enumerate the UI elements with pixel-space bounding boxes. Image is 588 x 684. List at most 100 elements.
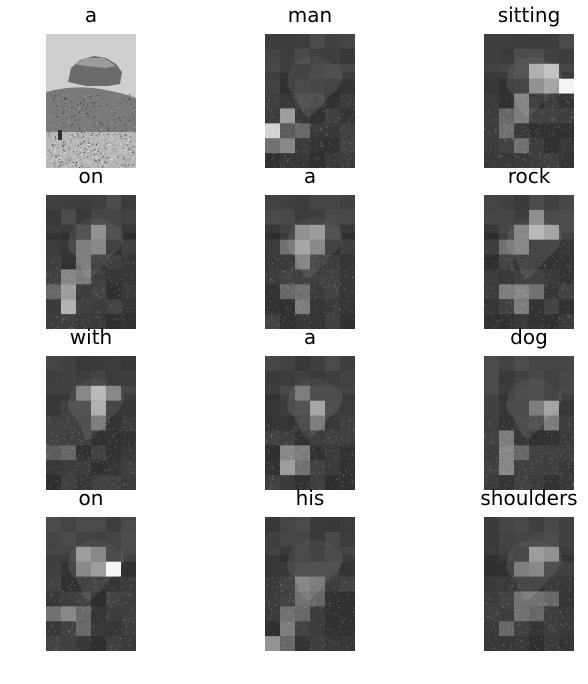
attention-cell	[484, 430, 499, 446]
attention-cell	[544, 576, 559, 592]
attention-map	[484, 195, 574, 329]
attention-cell	[499, 370, 514, 386]
panel-9: dog	[484, 325, 574, 490]
attention-cell	[280, 636, 295, 651]
attention-cell	[295, 153, 310, 168]
attention-cell	[484, 546, 499, 562]
attention-cell	[325, 591, 340, 607]
attention-cell	[529, 78, 544, 94]
attention-cell	[559, 430, 574, 446]
attention-cell	[325, 636, 340, 651]
attention-cell	[325, 621, 340, 637]
attention-cell	[529, 48, 544, 64]
attention-cell	[91, 299, 106, 315]
attention-cell	[295, 400, 310, 416]
attention-cell	[46, 314, 61, 329]
attention-cell	[529, 385, 544, 401]
attention-map	[265, 195, 355, 329]
attention-cell	[544, 63, 559, 79]
attention-cell	[265, 314, 280, 329]
attention-cell	[310, 621, 325, 637]
attention-cell	[514, 78, 529, 94]
attention-cell	[76, 445, 91, 461]
attention-cell	[61, 531, 76, 547]
attention-cell	[499, 400, 514, 416]
attention-cell	[121, 254, 136, 270]
attention-cell	[499, 445, 514, 461]
attention-cell	[340, 314, 355, 329]
attention-cell	[310, 224, 325, 240]
attention-cell	[121, 400, 136, 416]
attention-cell	[499, 356, 514, 371]
attention-cell	[295, 356, 310, 371]
attention-cell	[310, 63, 325, 79]
attention-cell	[544, 561, 559, 577]
attention-cell	[61, 269, 76, 285]
attention-cell	[106, 546, 121, 562]
attention-cell	[514, 314, 529, 329]
attention-cell	[265, 195, 280, 210]
attention-cell	[544, 78, 559, 94]
attention-cell	[46, 576, 61, 592]
attention-cell	[484, 475, 499, 490]
attention-cell	[280, 415, 295, 431]
attention-cell	[280, 475, 295, 490]
attention-cell	[91, 445, 106, 461]
attention-cell	[295, 254, 310, 270]
attention-cell	[544, 591, 559, 607]
attention-cell	[484, 299, 499, 315]
attention-cell	[280, 34, 295, 49]
attention-cell	[61, 445, 76, 461]
attention-cell	[484, 209, 499, 225]
attention-cell	[340, 138, 355, 154]
attention-cell	[61, 460, 76, 476]
attention-cell	[325, 63, 340, 79]
attention-cell	[340, 460, 355, 476]
attention-cell	[529, 108, 544, 124]
attention-cell	[544, 415, 559, 431]
attention-cell	[325, 314, 340, 329]
panel-8: a	[265, 325, 355, 490]
attention-cell	[544, 400, 559, 416]
attention-cell	[310, 415, 325, 431]
attention-cell	[514, 591, 529, 607]
attention-cell	[61, 415, 76, 431]
attention-map	[484, 517, 574, 651]
attention-cell	[310, 48, 325, 64]
attention-cell	[280, 138, 295, 154]
attention-cell	[61, 591, 76, 607]
attention-cell	[340, 606, 355, 622]
attention-cell	[340, 430, 355, 446]
attention-cell	[529, 209, 544, 225]
attention-cell	[544, 153, 559, 168]
attention-cell	[280, 445, 295, 461]
attention-cell	[280, 269, 295, 285]
attention-cell	[499, 224, 514, 240]
attention-cell	[484, 636, 499, 651]
attention-cell	[484, 78, 499, 94]
attention-cell	[529, 63, 544, 79]
attention-cell	[76, 195, 91, 210]
attention-cell	[529, 636, 544, 651]
attention-cell	[91, 195, 106, 210]
attention-cell	[121, 561, 136, 577]
attention-cell	[559, 34, 574, 49]
attention-cell	[559, 78, 574, 94]
attention-cell	[340, 415, 355, 431]
panel-word: shoulders	[480, 486, 578, 510]
attention-cell	[121, 224, 136, 240]
attention-cell	[310, 78, 325, 94]
attention-cell	[295, 224, 310, 240]
attention-cell	[499, 591, 514, 607]
attention-cell	[514, 138, 529, 154]
attention-cell	[544, 284, 559, 300]
attention-cell	[559, 576, 574, 592]
attention-cell	[106, 606, 121, 622]
attention-cell	[295, 123, 310, 139]
attention-cell	[484, 356, 499, 371]
attention-cell	[91, 254, 106, 270]
attention-cell	[295, 415, 310, 431]
attention-cell	[340, 209, 355, 225]
attention-cell	[121, 385, 136, 401]
